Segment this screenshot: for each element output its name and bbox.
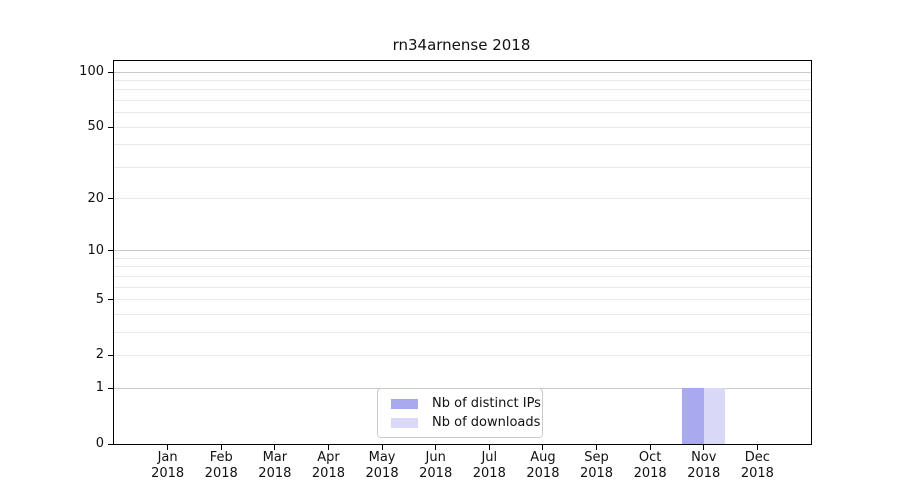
x-tick-0 xyxy=(167,445,169,450)
x-tick-label-7: Aug 2018 xyxy=(503,450,583,482)
y-tick-20 xyxy=(108,198,114,200)
y-tick-2 xyxy=(108,354,114,356)
y-tick-label-0: 0 xyxy=(95,436,104,451)
x-tick-9 xyxy=(649,445,651,450)
gridline-minor-80 xyxy=(114,89,811,91)
y-tick-1 xyxy=(108,387,114,389)
legend-row-0: Nb of distinct IPs xyxy=(386,396,541,411)
bar-nb-of-distinct-ips-10 xyxy=(682,388,704,444)
x-tick-label-line: 2018 xyxy=(687,466,721,481)
legend-swatch-icon xyxy=(391,417,418,428)
x-tick-label-9: Oct 2018 xyxy=(610,450,690,482)
x-tick-label-line: Nov xyxy=(691,450,717,465)
x-tick-label-line: Dec xyxy=(744,450,770,465)
gridline-minor-90 xyxy=(114,79,811,81)
gridline-minor-40 xyxy=(114,144,811,146)
x-tick-label-1: Feb 2018 xyxy=(181,450,261,482)
gridline-minor-7 xyxy=(114,275,811,277)
x-tick-label-line: Jul xyxy=(481,450,498,465)
x-tick-label-line: 2018 xyxy=(633,466,667,481)
gridline-minor-5 xyxy=(114,299,811,301)
x-tick-label-line: Aug xyxy=(530,450,556,465)
x-tick-label-0: Jan 2018 xyxy=(128,450,208,482)
x-tick-label-11: Dec 2018 xyxy=(717,450,797,482)
chart-title: rn34arnense 2018 xyxy=(392,36,531,54)
legend-label: Nb of distinct IPs xyxy=(432,396,541,411)
gridline-minor-2 xyxy=(114,354,811,356)
x-tick-label-line: 2018 xyxy=(472,466,506,481)
y-tick-label-5: 5 xyxy=(95,291,104,307)
y-tick-0 xyxy=(108,443,114,445)
x-tick-label-line: Apr xyxy=(317,450,340,465)
y-tick-label-100: 100 xyxy=(79,64,104,80)
x-tick-label-line: May xyxy=(368,450,396,465)
x-tick-label-3: Apr 2018 xyxy=(288,450,368,482)
x-tick-6 xyxy=(488,445,490,450)
x-tick-label-line: 2018 xyxy=(526,466,560,481)
y-tick-label-10: 10 xyxy=(87,242,104,258)
y-tick-label-1: 1 xyxy=(95,380,104,396)
gridline-minor-6 xyxy=(114,286,811,288)
x-tick-label-line: 2018 xyxy=(258,466,292,481)
legend: Nb of distinct IPs Nb of downloads xyxy=(377,388,543,438)
gridline-minor-9 xyxy=(114,257,811,259)
plot-area: 0 1 2 5 10 20 50 100 Jan 2018 Feb 2018 Mar 2018 Apr 201… xyxy=(79,60,812,481)
x-tick-label-line: 2018 xyxy=(419,466,453,481)
x-tick-label-8: Sep 2018 xyxy=(557,450,637,482)
gridline-minor-8 xyxy=(114,266,811,268)
legend-swatch-icon xyxy=(391,398,418,409)
gridline-minor-60 xyxy=(114,112,811,114)
x-tick-8 xyxy=(596,445,598,450)
gridline-major-100 xyxy=(114,71,811,73)
x-tick-7 xyxy=(542,445,544,450)
x-tick-label-line: 2018 xyxy=(365,466,399,481)
gridline-minor-30 xyxy=(114,166,811,168)
x-tick-3 xyxy=(327,445,329,450)
x-tick-label-6: Jul 2018 xyxy=(449,450,529,482)
x-tick-label-line: Oct xyxy=(638,450,662,465)
x-tick-2 xyxy=(274,445,276,450)
x-tick-label-4: May 2018 xyxy=(342,450,422,482)
x-tick-label-line: Feb xyxy=(209,450,233,465)
x-tick-label-line: Jun xyxy=(425,450,446,465)
legend-row-1: Nb of downloads xyxy=(386,415,540,430)
x-tick-label-2: Mar 2018 xyxy=(235,450,315,482)
x-tick-4 xyxy=(381,445,383,450)
x-tick-label-line: 2018 xyxy=(151,466,185,481)
gridline-minor-20 xyxy=(114,198,811,200)
x-tick-label-line: 2018 xyxy=(204,466,238,481)
y-tick-label-2: 2 xyxy=(95,347,104,363)
x-tick-label-10: Nov 2018 xyxy=(664,450,744,482)
gridline-major-10 xyxy=(114,250,811,252)
x-tick-label-line: Mar xyxy=(262,450,288,465)
x-tick-10 xyxy=(703,445,705,450)
y-tick-100 xyxy=(108,71,114,73)
x-tick-label-5: Jun 2018 xyxy=(396,450,476,482)
legend-label: Nb of downloads xyxy=(432,415,541,430)
y-tick-label-20: 20 xyxy=(87,190,104,206)
gridline-minor-50 xyxy=(114,126,811,128)
bar-nb-of-downloads-10 xyxy=(703,388,726,444)
x-tick-label-line: Sep xyxy=(584,450,609,465)
gridline-minor-70 xyxy=(114,99,811,101)
x-tick-label-line: 2018 xyxy=(579,466,614,481)
x-tick-1 xyxy=(220,445,222,450)
gridline-minor-3 xyxy=(114,331,811,333)
gridline-minor-4 xyxy=(114,313,811,315)
x-tick-label-line: 2018 xyxy=(740,466,774,481)
y-tick-5 xyxy=(108,299,114,301)
y-tick-label-50: 50 xyxy=(87,119,104,135)
y-tick-50 xyxy=(108,126,114,128)
x-tick-label-line: 2018 xyxy=(311,466,345,481)
x-tick-11 xyxy=(756,445,758,450)
y-tick-10 xyxy=(108,250,114,252)
x-tick-5 xyxy=(435,445,437,450)
x-tick-label-line: Jan xyxy=(157,450,178,465)
